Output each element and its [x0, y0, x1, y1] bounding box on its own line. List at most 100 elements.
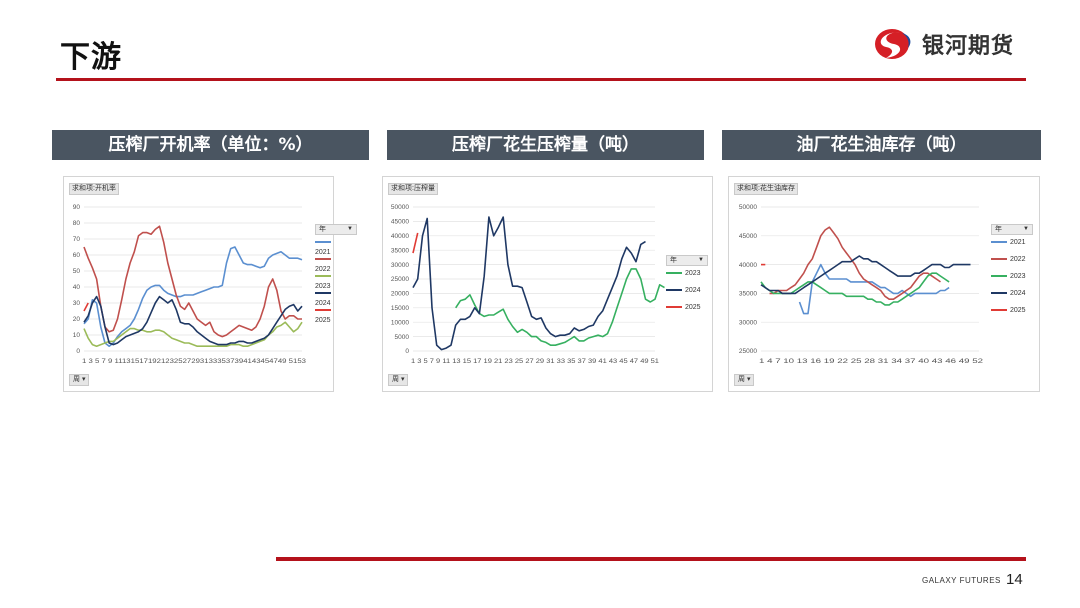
legend-swatch	[991, 258, 1007, 261]
y-tick-label: 40	[73, 284, 81, 291]
footer-brand: GALAXY FUTURES	[922, 576, 1001, 585]
x-tick-labels: 1 3 5 7 9 11 13 15 17 19 21 23 25 27 29 …	[411, 358, 659, 365]
chart-oil-inventory: 求和项:花生油库存周 ▾ 25000 30000 35000 40000 45000 500…	[728, 176, 1040, 392]
dropdown-arrow-icon: ▼	[347, 226, 353, 232]
y-tick-label: 20000	[391, 291, 409, 298]
chart-operating-rate: 求和项:开机率周 ▾ 0 10 20 30 40 50 60 70 80 90 1 3 5 7 9 1…	[63, 176, 357, 392]
page-title: 下游	[60, 40, 122, 75]
y-tick-label: 10	[73, 332, 81, 339]
y-tick-label: 30	[73, 300, 81, 307]
galaxy-logo-icon	[875, 29, 911, 59]
y-tick-label: 80	[73, 220, 81, 227]
chart-plot-area: 0 5000 10000 15000 20000 25000 30000 35000 40000…	[391, 204, 665, 365]
series-line-2022	[83, 225, 302, 338]
series-line-2023	[83, 321, 303, 347]
legend-swatch	[315, 292, 331, 295]
chart-plot-area: 0 10 20 30 40 50 60 70 80 90 1 3 5 7 9 11131517192…	[73, 204, 307, 365]
week-axis-filter-button[interactable]: 周 ▾	[388, 374, 409, 386]
header-divider	[56, 78, 1026, 81]
y-tick-label: 5000	[395, 334, 410, 341]
legend-item: 2024	[666, 286, 701, 296]
legend-label: 2021	[1010, 239, 1026, 246]
legend-label: 2022	[315, 266, 331, 273]
y-tick-label: 0	[76, 348, 80, 355]
legend-item: 2021	[315, 238, 334, 256]
dropdown-arrow-icon: ▾	[400, 376, 405, 383]
panel-header-oil-inventory: 油厂花生油库存（吨）	[722, 130, 1041, 160]
legend-swatch	[666, 306, 682, 309]
legend-swatch	[991, 241, 1007, 244]
series-line-2023	[760, 272, 950, 306]
y-tick-label: 50000	[391, 204, 409, 211]
chart-crush-volume: 求和项:压榨量周 ▾ 0 5000 10000 15000 20000 25000 30000…	[382, 176, 713, 392]
legend-title: 年	[995, 226, 1002, 233]
series-line-2023	[455, 268, 665, 346]
y-tick-label: 50000	[739, 204, 757, 211]
legend-item: 2021	[991, 238, 1026, 248]
field-tag[interactable]: 求和项:开机率	[69, 183, 119, 195]
y-tick-label: 35000	[739, 291, 757, 298]
legend-item: 2025	[315, 306, 334, 324]
legend-swatch	[315, 275, 331, 278]
chart-plot-area: 25000 30000 35000 40000 45000 50000 1 4 7 10 1…	[739, 204, 984, 365]
y-tick-label: 10000	[391, 319, 409, 326]
brand-name: 银河期货	[922, 34, 1015, 59]
y-tick-label: 35000	[391, 247, 409, 254]
legend-label: 2023	[685, 270, 701, 277]
dropdown-arrow-icon: ▼	[698, 257, 704, 263]
week-axis-filter-button[interactable]: 周 ▾	[69, 374, 90, 386]
series-line-2024	[760, 255, 971, 295]
legend-title: 年	[319, 226, 326, 233]
series-line-2025	[412, 232, 419, 254]
y-tick-label: 30000	[739, 319, 757, 326]
field-tag[interactable]: 求和项:花生油库存	[734, 183, 798, 195]
y-tick-label: 40000	[739, 262, 757, 269]
legend-title: 年	[670, 257, 677, 264]
y-tick-label: 45000	[739, 233, 757, 240]
legend-label: 2024	[315, 300, 331, 307]
legend-swatch	[315, 241, 331, 244]
legend-label: 2025	[315, 317, 331, 324]
panel-header-crush-volume: 压榨厂花生压榨量（吨）	[387, 130, 704, 160]
x-tick-labels: 1 4 7 10 13 16 19 22 25 28 31 34 37 40 4…	[759, 358, 984, 365]
legend-label: 2024	[1010, 290, 1026, 297]
y-tick-label: 25000	[739, 348, 757, 355]
page-number: 14	[1006, 571, 1023, 588]
legend-label: 2025	[1010, 307, 1026, 314]
week-axis-filter-button[interactable]: 周 ▾	[734, 374, 755, 386]
y-tick-label: 0	[405, 348, 409, 355]
legend-swatch	[666, 272, 682, 275]
series-line-2021	[798, 263, 950, 315]
week-axis-label: 周	[73, 376, 80, 383]
brand-logo: 银河期货	[872, 26, 1014, 62]
legend-filter-button[interactable]: 年 ▼	[315, 224, 357, 235]
y-tick-label: 70	[73, 236, 81, 243]
series-line-2024	[412, 216, 646, 351]
series-line-2021	[83, 246, 303, 347]
series-line-2024	[83, 295, 303, 346]
y-tick-label: 30000	[391, 262, 409, 269]
legend-item: 2024	[315, 289, 334, 307]
footer-divider	[276, 557, 1026, 561]
dropdown-arrow-icon: ▼	[1023, 226, 1029, 232]
legend-swatch	[666, 289, 682, 292]
y-tick-label: 15000	[391, 305, 409, 312]
legend-filter-button[interactable]: 年 ▼	[666, 255, 708, 266]
series-line-2022	[769, 226, 941, 300]
legend-item: 2025	[991, 306, 1026, 316]
legend-swatch	[991, 309, 1007, 312]
legend-label: 2024	[685, 287, 701, 294]
series-line-2025	[83, 302, 89, 312]
legend-item: 2022	[991, 255, 1026, 265]
legend-item: 2023	[666, 269, 701, 279]
y-tick-label: 40000	[391, 233, 409, 240]
legend-filter-button[interactable]: 年 ▼	[991, 224, 1033, 235]
legend-label: 2023	[1010, 273, 1026, 280]
week-axis-label: 周	[392, 376, 399, 383]
y-tick-label: 90	[73, 204, 81, 211]
y-tick-label: 20	[73, 316, 81, 323]
legend-item: 2023	[315, 272, 334, 290]
dropdown-arrow-icon: ▾	[81, 376, 86, 383]
field-tag[interactable]: 求和项:压榨量	[388, 183, 438, 195]
y-tick-label: 25000	[391, 276, 409, 283]
